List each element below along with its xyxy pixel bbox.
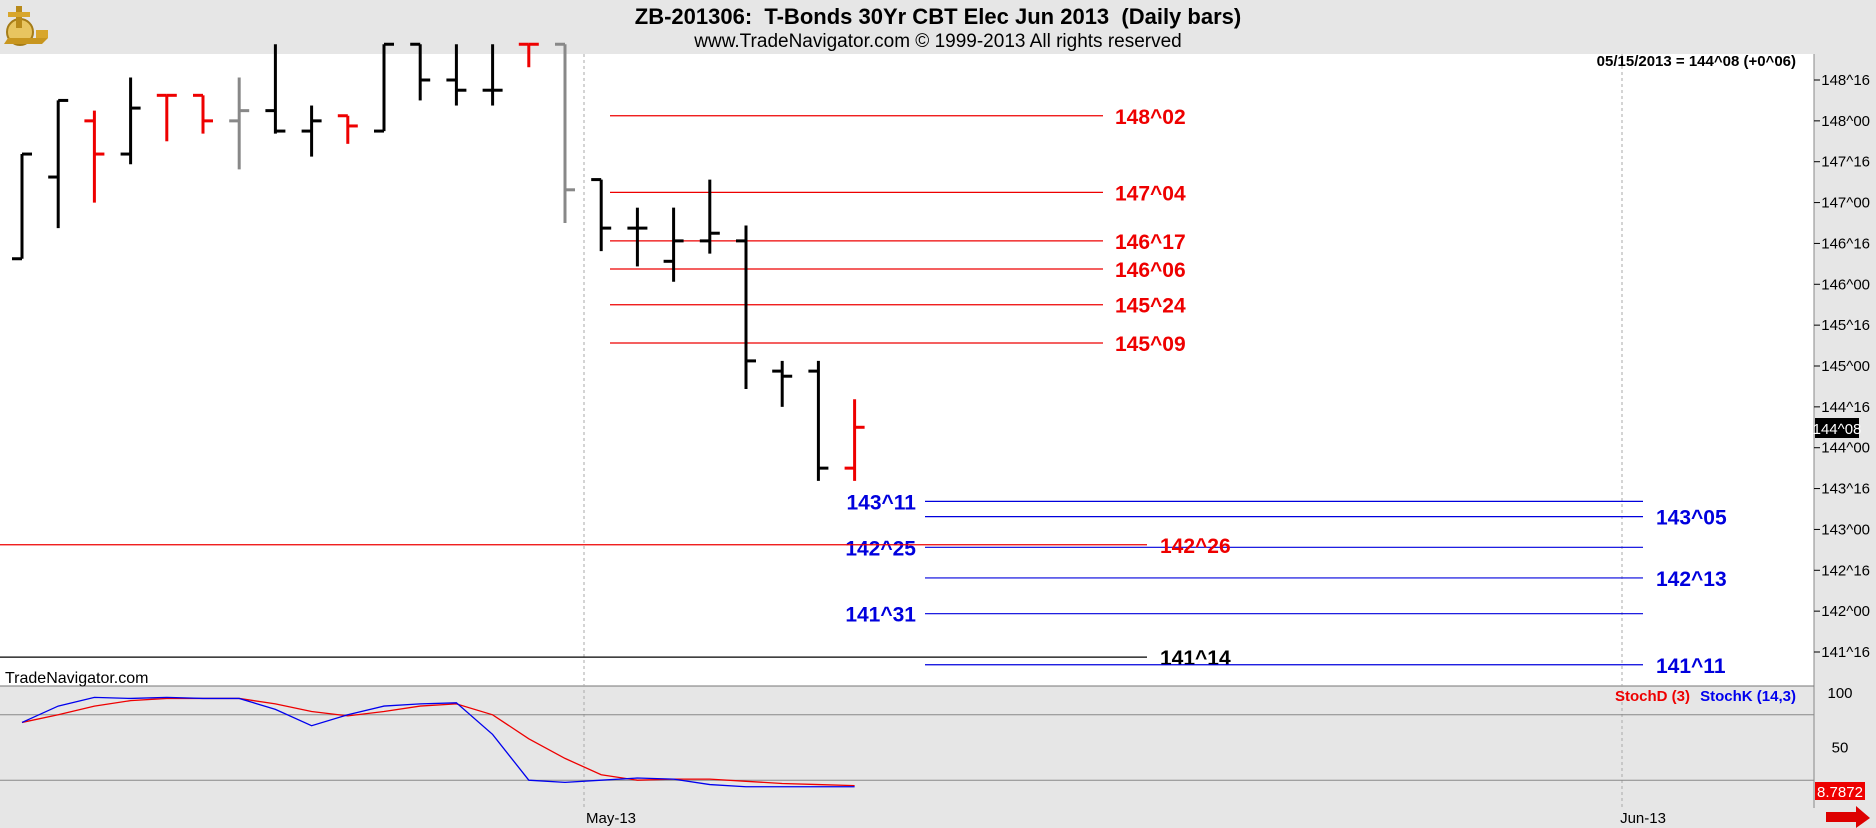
ohlc-bar [193, 93, 213, 134]
stoch-tick-label: 100 [1827, 685, 1852, 702]
stochd-legend: StochD (3) [1615, 688, 1690, 705]
y-axis-ticks: 148^16 148^00 147^16 147^00 146^16 146^00 145^… [1814, 72, 1870, 661]
level-lines: 148^02 147^04 146^17 146^06 145^24 145^09 143^… [0, 106, 1727, 678]
ohlc-bar [772, 360, 793, 407]
ohlc-bar [229, 77, 250, 170]
price-info: 05/15/2013 = 144^08 (+0^06) [1597, 53, 1796, 70]
y-tick-label: 145^00 [1821, 358, 1870, 375]
x-tick-label: Jun-13 [1620, 810, 1666, 827]
last-price-tag-bg [1815, 418, 1859, 438]
ohlc-bar [627, 207, 648, 267]
ohlc-bar [591, 178, 612, 252]
level-label: 148^02 [1115, 106, 1186, 129]
y-tick-label: 146^00 [1821, 276, 1870, 293]
ohlc-bar [301, 105, 322, 157]
trade-navigator-logo [2, 2, 52, 50]
ohlc-bar [265, 44, 286, 134]
ohlc-bar [84, 110, 105, 203]
ohlc-bar [482, 44, 503, 106]
stoch-value-tag: 8.7872 [1817, 784, 1863, 801]
level-label: 143^11 [846, 491, 916, 514]
y-tick-label: 148^16 [1821, 72, 1870, 89]
ohlc-bar [808, 360, 829, 481]
y-tick-label: 145^16 [1821, 317, 1870, 334]
chart-subtitle: www.TradeNavigator.com © 1999-2013 All r… [694, 31, 1182, 52]
stoch-value-tag-bg [1815, 782, 1865, 800]
y-tick-label: 144^16 [1821, 399, 1870, 416]
stochd-line [21, 697, 855, 787]
ohlc-bar [446, 44, 467, 106]
level-label: 147^04 [1115, 182, 1186, 205]
y-tick-label: 144^00 [1821, 440, 1870, 457]
ohlc-bar [410, 42, 431, 101]
x-axis-ticks: May-13 Jun-13 [586, 810, 1666, 827]
level-label: 141^11 [1656, 655, 1726, 678]
x-tick-label: May-13 [586, 810, 636, 827]
stoch-tick-label: 50 [1832, 740, 1849, 757]
ohlc-bar [337, 114, 358, 144]
chart-title: ZB-201306: T-Bonds 30Yr CBT Elec Jun 201… [634, 4, 1242, 29]
y-tick-label: 147^00 [1821, 195, 1870, 212]
ohlc-bar [48, 98, 69, 229]
ohlc-bar [518, 42, 539, 68]
ohlc-bar [663, 207, 684, 282]
stochk-line [21, 696, 855, 788]
level-label: 141^31 [845, 604, 916, 627]
ohlc-bar [699, 179, 720, 254]
level-label: 142^13 [1656, 568, 1727, 591]
ohlc-bar [555, 42, 575, 223]
level-label: 143^05 [1656, 507, 1727, 530]
level-label: 146^17 [1115, 231, 1186, 254]
level-label: 142^26 [1160, 535, 1231, 558]
stochk-legend: StochK (14,3) [1700, 688, 1796, 705]
scroll-right-arrow-icon[interactable] [1826, 806, 1870, 828]
level-label: 145^24 [1115, 295, 1186, 318]
level-label: 146^06 [1115, 259, 1186, 282]
y-tick-label: 143^00 [1821, 521, 1870, 538]
ohlc-bar [156, 93, 177, 142]
ohlc-bar [736, 225, 756, 389]
y-tick-label: 142^16 [1821, 562, 1870, 579]
level-label: 141^14 [1160, 647, 1231, 670]
stochastic-panel: 100 50 [0, 685, 1853, 788]
y-tick-label: 148^00 [1821, 113, 1870, 130]
ohlc-bar [844, 399, 865, 481]
watermark: TradeNavigator.com [5, 670, 148, 687]
ohlc-bar [374, 42, 394, 133]
y-tick-label: 146^16 [1821, 235, 1870, 252]
ohlc-bar [120, 77, 141, 165]
level-label: 145^09 [1115, 333, 1186, 356]
y-tick-label: 143^16 [1821, 481, 1870, 498]
chart-header: ZB-201306: T-Bonds 30Yr CBT Elec Jun 201… [0, 0, 1876, 54]
last-price-tag: 144^08 [1813, 421, 1862, 438]
y-tick-label: 141^16 [1821, 644, 1870, 661]
plot-background [0, 54, 1814, 686]
y-tick-label: 147^16 [1821, 154, 1870, 171]
y-tick-label: 142^00 [1821, 603, 1870, 620]
ohlc-bars [12, 42, 865, 481]
ohlc-bar [12, 152, 32, 261]
level-label: 142^25 [845, 537, 916, 560]
